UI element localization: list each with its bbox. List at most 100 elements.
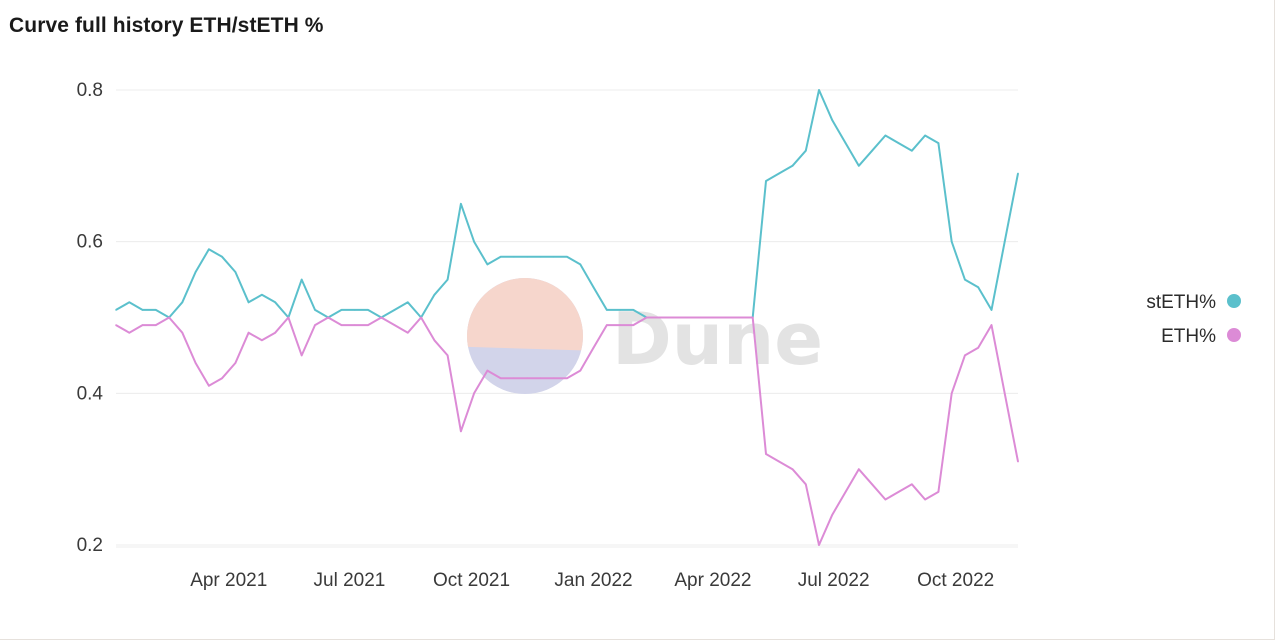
data-point [964,354,966,357]
y-tick-label: 0.6 [77,232,103,253]
data-point [354,324,356,326]
data-point [181,301,184,304]
grid-lines [116,89,1018,548]
data-point [566,255,568,258]
data-point [141,324,144,326]
x-tick-label: Apr 2021 [190,570,267,591]
data-point [274,301,277,304]
data-point [619,309,621,311]
data-point [181,331,184,334]
data-point [367,309,369,311]
data-point [977,347,979,349]
data-point [685,316,688,319]
data-point [831,513,834,516]
data-point [539,255,542,258]
data-point [433,294,436,296]
data-point [539,377,542,380]
data-point [990,324,993,326]
data-point [592,286,595,289]
data-point [924,134,926,137]
data-point [552,255,555,258]
data-point [234,271,237,273]
data-point [791,468,794,471]
data-point [513,377,515,380]
data-point [805,483,807,486]
x-axis: Apr 2021 Jul 2021 Oct 2021 Jan 2022 Apr 2022… [190,570,994,591]
chart-title: Curve full history ETH/stETH % [9,14,324,37]
data-point [499,377,502,380]
data-point [300,278,303,281]
data-point [632,324,635,326]
data-point [460,203,462,205]
x-tick-label: Jan 2022 [554,570,632,591]
data-point [473,392,475,395]
x-tick-label: Jul 2021 [314,570,386,591]
data-point [499,255,502,258]
data-point [486,263,489,266]
data-point [990,309,993,311]
y-tick-label: 0.8 [77,80,103,101]
data-point [314,309,316,311]
data-point [208,248,210,251]
data-point [632,309,635,311]
data-point [261,294,263,296]
data-point [712,316,714,319]
data-point [858,468,860,471]
data-point [155,309,157,311]
data-point [778,460,780,463]
data-point [141,309,144,311]
data-point [221,377,223,380]
data-point [950,392,953,395]
data-point [725,316,727,319]
data-point [818,89,820,91]
data-point [751,316,754,319]
data-point [579,369,582,372]
data-point [247,301,250,304]
data-point [380,316,383,319]
data-point [791,165,794,167]
data-point [950,240,953,243]
data-point [592,347,595,349]
data-point [194,362,197,364]
data-point [844,491,847,493]
data-point [526,255,528,258]
data-point [552,377,555,380]
x-tick-label: Jul 2022 [798,570,870,591]
data-point [234,362,237,364]
data-point [208,385,210,387]
data-point [911,149,913,152]
data-point [300,354,303,357]
data-point [884,134,887,137]
series-lines [115,89,1019,546]
legend-dot [1227,294,1241,308]
data-point [778,172,780,175]
data-point [473,240,475,243]
data-point [446,278,449,281]
data-point [407,301,409,304]
data-point [446,354,449,357]
data-point [672,316,674,319]
data-point [115,309,117,311]
dune-logo-top-half [467,277,583,351]
data-point [738,316,741,319]
data-point [128,301,131,304]
data-point [911,483,913,486]
data-point [433,339,436,342]
legend-label: ETH% [1161,326,1216,347]
data-point [486,369,489,372]
data-point [871,483,873,486]
y-axis: 0.2 0.4 0.6 0.8 [77,80,104,556]
data-point [314,324,316,326]
data-point [818,544,820,546]
x-tick-label: Oct 2021 [433,570,510,591]
data-point [606,324,608,326]
data-point [977,286,979,289]
data-point [765,180,767,182]
data-point [897,142,900,144]
data-point [354,309,356,311]
data-point [513,255,515,258]
data-point [831,119,834,122]
data-point [964,278,966,281]
data-point [579,263,582,266]
